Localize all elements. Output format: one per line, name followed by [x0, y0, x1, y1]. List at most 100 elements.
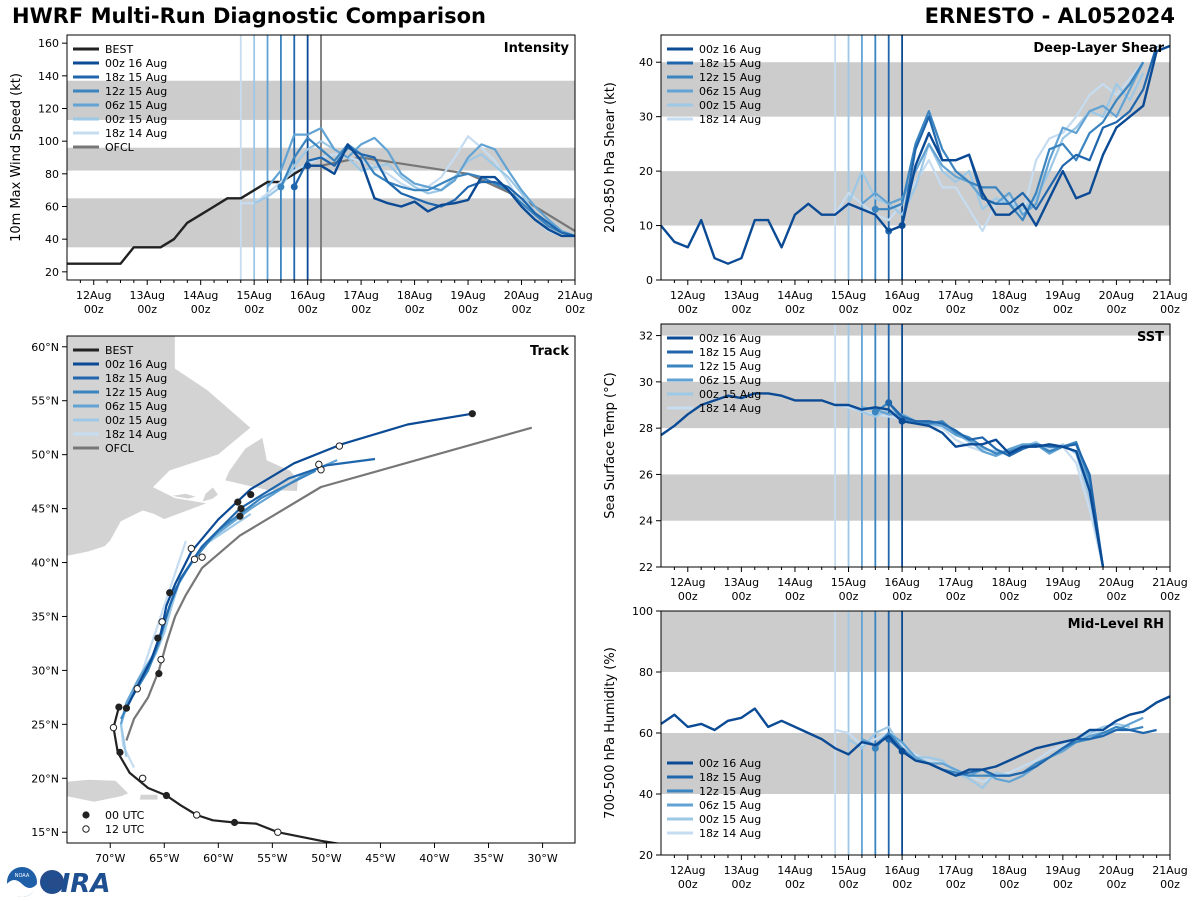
x-tick-label: 21Aug: [1152, 576, 1187, 589]
x-tick-label: 00z: [999, 303, 1019, 316]
y-tick-label: 32: [639, 330, 653, 343]
x-tick-label: 00z: [731, 878, 751, 891]
x-tick-label: 14Aug: [777, 864, 812, 877]
legend-label: 00z 16 Aug: [699, 757, 761, 770]
panel-title: SST: [1137, 330, 1164, 345]
x-tick-label: 12Aug: [670, 576, 705, 589]
series-line: [661, 695, 1170, 777]
x-tick-label: 19Aug: [1045, 576, 1080, 589]
legend-label: 00z 15 Aug: [699, 388, 761, 401]
init-point-marker: [885, 399, 893, 407]
x-tick-label: 00z: [839, 878, 859, 891]
track-marker-00utc: [166, 589, 174, 597]
x-tick-label: 00z: [458, 303, 478, 316]
x-tick-label: 00z: [137, 303, 157, 316]
series-line: [861, 716, 1144, 783]
x-tick-label: 55°W: [257, 852, 287, 865]
y-tick-label: 100: [38, 135, 59, 148]
x-tick-label: 45°W: [365, 852, 395, 865]
cira-logo: NOAA CIRA: [4, 864, 116, 899]
x-tick-label: 00z: [351, 303, 371, 316]
x-tick-label: 35°W: [473, 852, 503, 865]
y-tick-label: 40°N: [31, 557, 59, 570]
x-tick-label: 00z: [839, 590, 859, 603]
y-tick-label: 20: [639, 849, 653, 862]
x-tick-label: 00z: [731, 590, 751, 603]
x-tick-label: 12Aug: [670, 289, 705, 302]
intensity-plot-area: [67, 35, 575, 280]
x-tick-label: 00z: [512, 303, 532, 316]
x-tick-label: 20Aug: [504, 289, 539, 302]
track-line: [119, 513, 252, 757]
x-tick-label: 00z: [946, 590, 966, 603]
track-marker-12utc: [138, 774, 147, 782]
x-tick-label: 00z: [1160, 878, 1180, 891]
init-point-marker: [871, 408, 879, 416]
marker-legend-label: 12 UTC: [105, 823, 145, 836]
x-tick-label: 00z: [1160, 303, 1180, 316]
x-tick-label: 65°W: [149, 852, 179, 865]
cira-logo-text: CIRA: [42, 869, 111, 898]
track-marker-12utc: [315, 460, 323, 469]
x-tick-label: 18Aug: [992, 576, 1027, 589]
track-marker-12utc: [193, 811, 201, 819]
y-tick-label: 15°N: [31, 826, 59, 839]
y-tick-label: 40: [639, 788, 653, 801]
x-tick-label: 21Aug: [557, 289, 592, 302]
y-tick-label: 140: [38, 70, 59, 83]
track-line: [112, 706, 342, 843]
series-line: [67, 164, 309, 265]
track-marker-12utc: [335, 442, 344, 450]
y-tick-label: 30: [639, 111, 653, 124]
init-point-marker: [871, 744, 879, 752]
y-tick-label: 0: [646, 274, 653, 287]
x-tick-label: 00z: [946, 303, 966, 316]
land-mass: [67, 779, 130, 803]
x-tick-label: 00z: [785, 590, 805, 603]
x-tick-label: 00z: [678, 303, 698, 316]
track-marker-00utc: [155, 670, 163, 678]
series-line: [847, 72, 1145, 216]
x-tick-label: 18Aug: [992, 289, 1027, 302]
x-tick-label: 15Aug: [831, 576, 866, 589]
track-marker-12utc: [109, 723, 118, 732]
x-tick-label: 12Aug: [670, 864, 705, 877]
land-mass: [67, 336, 252, 557]
series-line: [834, 61, 1145, 233]
y-tick-label: 26: [639, 468, 653, 481]
init-point-marker: [898, 747, 906, 755]
y-tick-label: 40: [45, 233, 59, 246]
panel-title: Track: [530, 344, 569, 359]
x-tick-label: 19Aug: [450, 289, 485, 302]
y-tick-label: 160: [38, 37, 59, 50]
marker-legend-filled: [82, 811, 90, 819]
x-tick-label: 00z: [839, 303, 859, 316]
land-mass: [166, 644, 169, 647]
x-tick-label: 16Aug: [884, 864, 919, 877]
track-marker-12utc: [158, 618, 166, 626]
legend-label: 00z 16 Aug: [105, 358, 167, 371]
x-tick-label: 00z: [1053, 590, 1073, 603]
x-tick-label: 19Aug: [1045, 864, 1080, 877]
shear-plot-area: [661, 35, 1170, 280]
rh-plot-area: [661, 611, 1170, 855]
track-line: [125, 426, 533, 741]
legend-label: 18z 14 Aug: [699, 402, 761, 415]
y-tick-label: 80: [45, 168, 59, 181]
track-marker-00utc: [115, 703, 123, 711]
x-tick-label: 20Aug: [1099, 864, 1134, 877]
y-tick-label: 60: [639, 727, 653, 740]
x-tick-label: 12Aug: [76, 289, 111, 302]
track-marker-00utc: [162, 791, 171, 800]
track-marker-12utc: [190, 555, 199, 563]
track-marker-00utc: [247, 490, 255, 499]
y-tick-label: 100: [632, 605, 653, 618]
legend-label: 18z 15 Aug: [699, 346, 761, 359]
marker-legend-label: 00 UTC: [105, 809, 145, 822]
x-tick-label: 17Aug: [938, 864, 973, 877]
x-tick-label: 19Aug: [1045, 289, 1080, 302]
shaded-band: [661, 733, 1170, 794]
legend-label: 06z 15 Aug: [105, 99, 167, 112]
series-line: [888, 45, 1158, 233]
legend-label: 06z 15 Aug: [699, 85, 761, 98]
